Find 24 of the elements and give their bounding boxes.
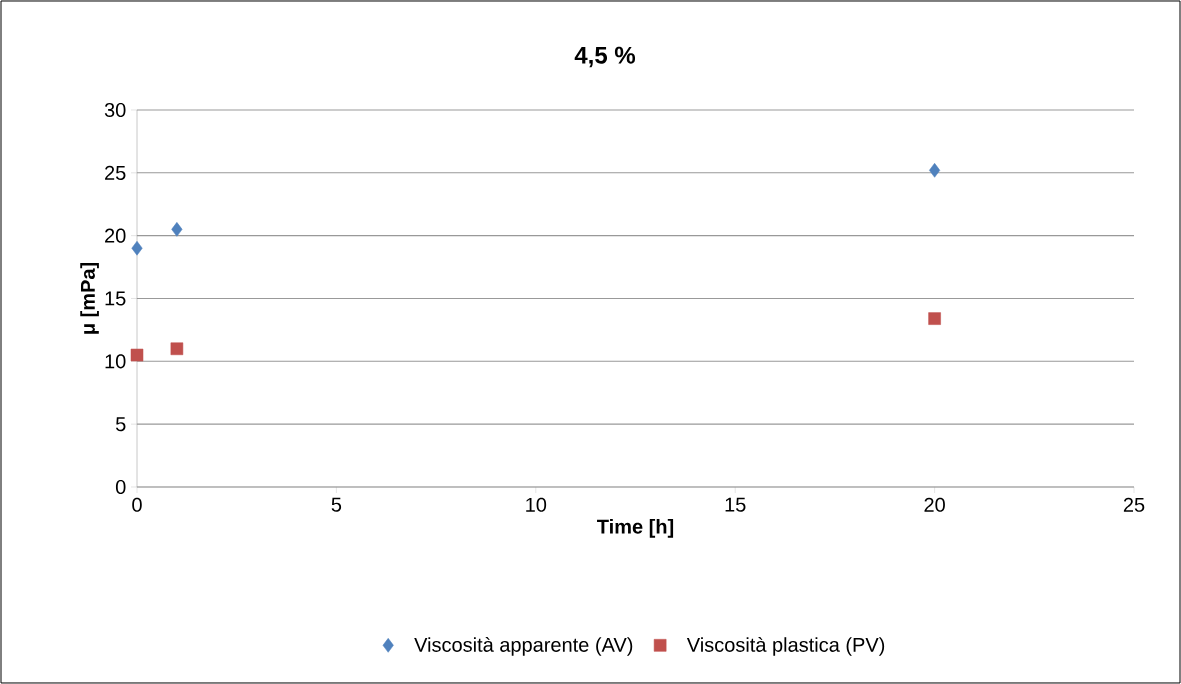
chart-title: 4,5 %	[574, 46, 636, 68]
point	[170, 342, 184, 356]
point	[131, 240, 143, 256]
y-axis-title: μ [mPa]	[80, 262, 99, 334]
x-tick-label: 25	[1123, 497, 1145, 512]
x-tick-label: 5	[331, 497, 342, 512]
y-tick-label: 15	[105, 291, 126, 306]
y-tick-label: 30	[104, 102, 126, 118]
x-tick-label: 0	[132, 497, 142, 512]
point	[928, 312, 941, 325]
x-axis-title: Time [h]	[597, 519, 674, 538]
point	[929, 163, 941, 178]
x-tick-label: 15	[725, 497, 746, 512]
y-tick-label: 20	[105, 228, 126, 243]
x-tick-label: 20	[924, 497, 945, 512]
point	[171, 222, 183, 237]
y-tick-label: 5	[115, 417, 126, 432]
legend-label: Viscosità plastica (PV)	[686, 636, 885, 656]
y-tick-label: 10	[105, 354, 126, 369]
point	[130, 348, 144, 362]
y-tick-label: 25	[105, 165, 126, 180]
x-tick-label: 10	[526, 497, 547, 512]
legend-label: Viscosità apparente (AV)	[414, 636, 633, 656]
y-tick-label: 0	[115, 479, 126, 495]
